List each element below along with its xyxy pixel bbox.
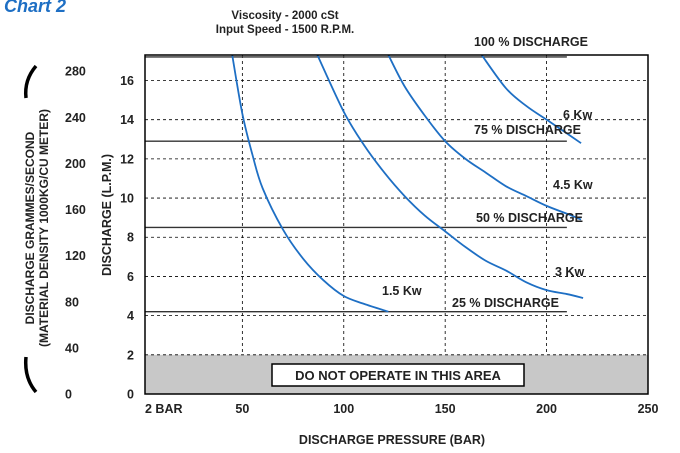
y2-tick-label: 200 xyxy=(65,157,86,171)
y-tick-labels: 0 2 4 6 8 10 12 14 16 xyxy=(120,74,134,402)
y-tick-label: 8 xyxy=(127,231,134,245)
power-curve-label: 6 Kw xyxy=(563,108,592,122)
y-tick-label: 2 xyxy=(127,348,134,362)
chart-subtitle-1: Viscosity - 2000 cSt xyxy=(231,10,338,22)
discharge-line-label: 75 % DISCHARGE xyxy=(474,123,581,137)
y2-tick-label: 280 xyxy=(65,65,86,79)
curve-labels: 100 % DISCHARGE 75 % DISCHARGE 50 % DISCHA… xyxy=(382,35,593,310)
power-curve-label: 4.5 Kw xyxy=(553,178,593,192)
discharge-line-label: 25 % DISCHARGE xyxy=(452,296,559,310)
plot-frame xyxy=(144,54,649,395)
y-tick-label: 14 xyxy=(120,113,134,127)
y-tick-label: 4 xyxy=(127,309,134,323)
chart-subtitle-2: Input Speed - 1500 R.P.M. xyxy=(216,24,354,36)
x-tick-label: 100 xyxy=(333,402,354,416)
x-tick-label: 200 xyxy=(536,402,557,416)
y2-axis-bracket-bottom xyxy=(23,356,38,394)
power-curve xyxy=(480,54,582,144)
plot-area: DO NOT OPERATE IN THIS AREA xyxy=(144,54,649,395)
y2-tick-label: 120 xyxy=(65,249,86,263)
x-tick-label: 150 xyxy=(435,402,456,416)
x-tick-labels: 2 BAR 50 100 150 200 250 xyxy=(145,402,658,416)
discharge-lines xyxy=(145,56,567,313)
power-curves xyxy=(231,54,584,313)
y2-tick-label: 0 xyxy=(65,388,72,402)
y2-tick-label: 240 xyxy=(65,111,86,125)
power-curve-label: 3 Kw xyxy=(555,265,584,279)
y-tick-label: 10 xyxy=(120,192,134,206)
power-curve xyxy=(387,54,582,221)
power-curve xyxy=(231,54,389,313)
y-tick-label: 0 xyxy=(127,388,134,402)
y-tick-label: 16 xyxy=(120,74,134,88)
x-tick-label: 250 xyxy=(638,402,659,416)
y2-tick-label: 80 xyxy=(65,295,79,309)
x-tick-label: 50 xyxy=(235,402,249,416)
power-curve-label: 1.5 Kw xyxy=(382,284,422,298)
no-operate-label: DO NOT OPERATE IN THIS AREA xyxy=(295,368,501,383)
chart-title: Chart 2 xyxy=(4,0,66,16)
y-axis-label: DISCHARGE (L.P.M.) xyxy=(100,154,114,276)
no-operate-box xyxy=(271,363,525,387)
y2-axis-label-1: DISCHARGE GRAMMES/SECOND xyxy=(23,131,37,324)
y2-axis-label-2: (MATERIAL DENSITY 1000KG/CU METER) xyxy=(37,109,51,347)
y2-tick-labels: 0 40 80 120 160 200 240 280 xyxy=(65,65,86,402)
y-tick-label: 12 xyxy=(120,152,134,166)
power-curve xyxy=(316,54,584,299)
discharge-line-label: 100 % DISCHARGE xyxy=(474,35,588,49)
discharge-line-label: 50 % DISCHARGE xyxy=(476,211,583,225)
grid xyxy=(145,55,648,356)
y2-tick-label: 160 xyxy=(65,203,86,217)
y2-tick-label: 40 xyxy=(65,341,79,355)
x-axis-label: DISCHARGE PRESSURE (BAR) xyxy=(299,433,485,447)
y2-axis-bracket-top xyxy=(23,64,38,99)
x-tick-label: 2 BAR xyxy=(145,402,183,416)
y-tick-label: 6 xyxy=(127,270,134,284)
